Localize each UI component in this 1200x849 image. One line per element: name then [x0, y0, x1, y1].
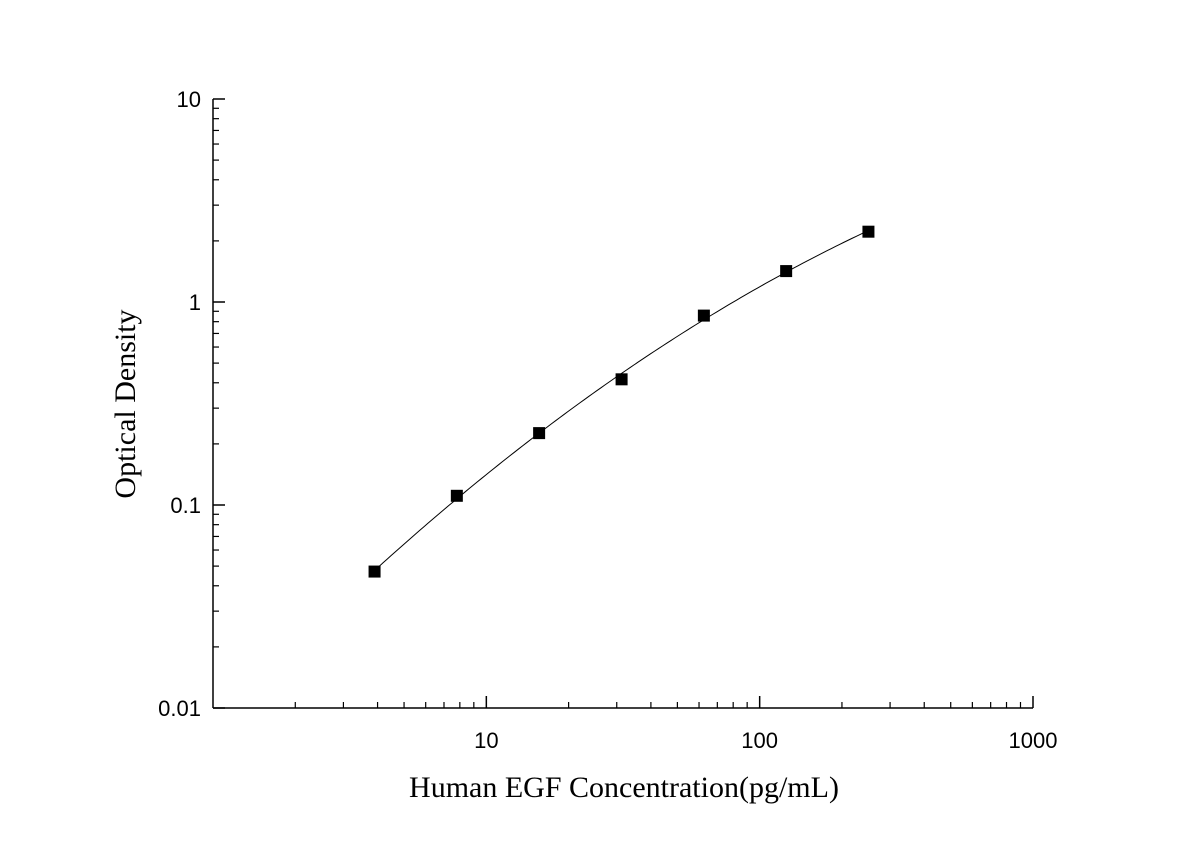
x-tick-label: 1000: [1009, 728, 1058, 753]
x-tick-label: 10: [474, 728, 498, 753]
data-point: [780, 265, 793, 278]
y-tick-label: 10: [177, 87, 201, 112]
data-point: [862, 225, 875, 238]
data-point: [615, 373, 628, 386]
minor-ticks: [213, 107, 1022, 708]
fit-curve: [374, 230, 869, 571]
y-tick-label: 0.01: [158, 696, 201, 721]
y-tick-label: 1: [189, 290, 201, 315]
data-point: [533, 427, 546, 440]
data-point: [368, 565, 381, 578]
y-tick-labels: 0.01 0.1 1 10: [158, 87, 201, 721]
major-ticks: [213, 98, 1034, 709]
x-axis-title: Human EGF Concentration(pg/mL): [409, 771, 839, 804]
x-tick-labels: 10 100 1000: [474, 728, 1057, 753]
y-tick-label: 0.1: [170, 493, 201, 518]
data-point: [450, 489, 463, 502]
data-point: [697, 309, 710, 322]
y-axis-title: Optical Density: [109, 309, 142, 498]
x-tick-label: 100: [741, 728, 778, 753]
data-points: [368, 225, 875, 578]
